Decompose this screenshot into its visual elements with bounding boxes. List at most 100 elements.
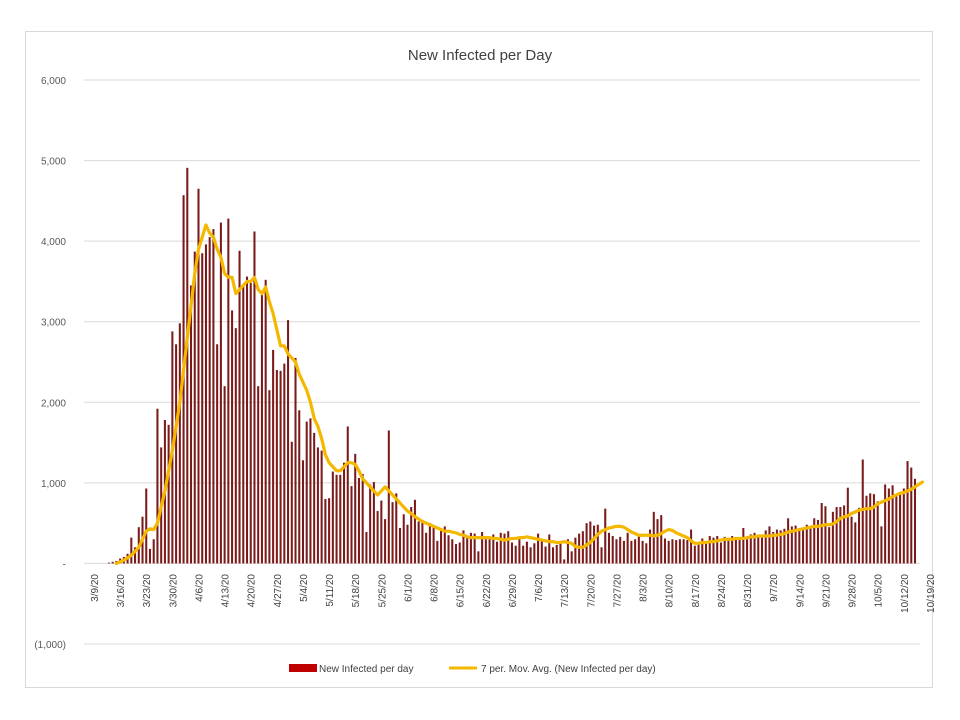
bar	[906, 461, 909, 564]
bar	[663, 538, 666, 564]
bar	[372, 482, 375, 564]
bar	[395, 493, 398, 564]
bar	[734, 539, 737, 564]
bar	[328, 498, 331, 564]
x-axis-tick-labels: 3/9/20 3/16/20 3/23/20 3/30/20 4/6/20 4/13/20…	[90, 574, 937, 613]
bar	[421, 519, 424, 564]
bar	[660, 515, 663, 564]
bar	[518, 539, 521, 564]
bar	[436, 540, 439, 564]
bar	[854, 522, 857, 564]
bar	[794, 525, 797, 564]
y-tick-label: 4,000	[41, 237, 66, 248]
bar	[764, 530, 767, 564]
bar	[742, 527, 745, 564]
bar	[548, 534, 551, 564]
bar	[645, 543, 648, 564]
x-tick-label: 5/4/20	[299, 574, 310, 602]
bar	[869, 493, 872, 564]
x-tick-label: 6/29/20	[508, 574, 519, 608]
bar	[216, 344, 219, 564]
bar	[301, 460, 305, 564]
bar	[287, 320, 290, 564]
bar	[723, 536, 726, 564]
bar	[738, 540, 741, 564]
bar	[540, 540, 543, 564]
x-tick-label: 3/9/20	[90, 574, 101, 602]
bar	[790, 526, 793, 564]
bar	[264, 279, 267, 564]
legend-label-bars: New Infected per day	[319, 664, 414, 675]
bar	[380, 500, 383, 564]
bar	[257, 386, 260, 564]
bar	[630, 540, 633, 564]
y-tick-label: 5,000	[41, 157, 66, 168]
bar	[749, 534, 752, 564]
bar	[622, 540, 625, 564]
bar	[563, 559, 566, 564]
bar	[615, 539, 618, 564]
bar	[440, 527, 443, 564]
bar	[675, 540, 678, 564]
bar	[331, 471, 334, 564]
bar	[522, 545, 525, 564]
x-tick-label: 9/28/20	[848, 574, 859, 608]
bar	[865, 495, 868, 564]
bar	[201, 253, 204, 564]
x-tick-label: 3/16/20	[116, 574, 127, 608]
bar	[275, 370, 278, 564]
bar	[484, 539, 487, 564]
y-tick-label: 2,000	[41, 398, 66, 409]
bar	[727, 538, 730, 564]
bar	[492, 534, 495, 564]
bar	[899, 492, 902, 564]
bar	[555, 544, 558, 564]
bar	[902, 488, 905, 564]
bar	[566, 539, 569, 564]
bar	[350, 486, 353, 564]
x-tick-label: 10/19/20	[926, 574, 937, 613]
bar	[361, 473, 364, 564]
bar	[656, 519, 659, 564]
bar	[469, 532, 472, 564]
bar	[208, 237, 211, 564]
x-tick-label: 9/14/20	[795, 574, 806, 608]
bar	[499, 532, 502, 564]
bar	[887, 488, 890, 564]
x-tick-label: 3/23/20	[142, 574, 153, 608]
bar	[190, 285, 193, 564]
bar	[343, 462, 346, 564]
bar	[346, 426, 349, 564]
bar	[148, 548, 151, 564]
bar	[872, 494, 875, 564]
bar	[686, 540, 689, 564]
bar	[876, 501, 879, 564]
bar	[398, 527, 402, 564]
bar	[719, 542, 722, 564]
bar	[787, 518, 790, 564]
bar	[313, 432, 316, 564]
x-tick-label: 6/22/20	[482, 574, 493, 608]
bar	[249, 283, 252, 564]
x-tick-label: 8/17/20	[691, 574, 702, 608]
bar	[831, 511, 834, 564]
x-tick-label: 9/7/20	[769, 574, 780, 602]
y-tick-label: 1,000	[41, 479, 66, 490]
bar	[212, 229, 215, 564]
bar	[861, 459, 864, 564]
x-tick-label: 4/27/20	[273, 574, 284, 608]
bar	[454, 544, 458, 564]
bar	[152, 539, 155, 564]
y-axis-tick-labels: 6,000 5,000 4,000 3,000 2,000 1,000 - (1,000)	[34, 76, 66, 651]
x-tick-label: 6/15/20	[456, 574, 467, 608]
bar	[846, 487, 849, 564]
bar	[839, 507, 842, 564]
bar	[637, 535, 640, 564]
x-tick-label: 8/31/20	[743, 574, 754, 608]
bar	[231, 310, 234, 564]
bar	[843, 505, 846, 564]
x-tick-label: 5/11/20	[325, 574, 336, 607]
bar	[551, 547, 555, 564]
bar	[197, 188, 200, 564]
bar	[746, 539, 749, 564]
